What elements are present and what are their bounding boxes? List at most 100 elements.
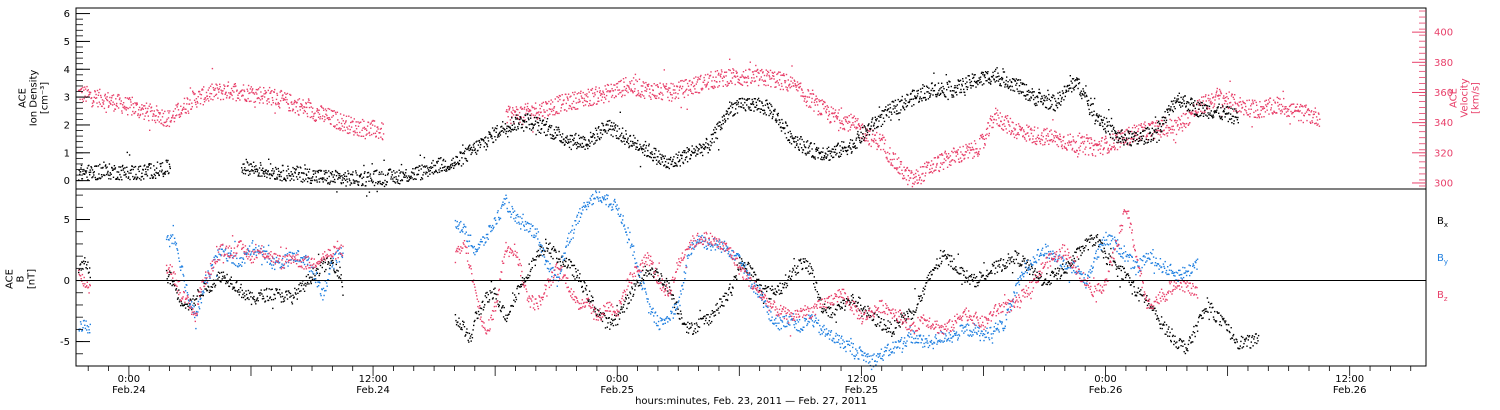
density-point xyxy=(124,174,127,176)
density-point xyxy=(747,106,750,108)
velocity-point xyxy=(1309,114,1311,116)
density-point xyxy=(155,167,158,169)
density-point xyxy=(1207,105,1209,107)
velocity-point xyxy=(1051,133,1053,135)
velocity-point xyxy=(709,74,712,77)
density-point xyxy=(452,157,454,160)
density-point xyxy=(270,174,273,176)
velocity-point xyxy=(1155,122,1157,124)
velocity-point xyxy=(1027,132,1029,134)
density-point xyxy=(1035,102,1037,105)
velocity-point xyxy=(1102,153,1104,156)
velocity-point xyxy=(898,172,900,174)
velocity-point xyxy=(931,167,933,170)
density-point xyxy=(376,190,378,193)
density-point xyxy=(1057,97,1060,100)
density-point xyxy=(610,121,613,124)
density-point xyxy=(1153,130,1156,132)
velocity-point xyxy=(214,87,216,90)
velocity-point xyxy=(1077,156,1079,158)
density-point xyxy=(404,172,407,174)
density-point xyxy=(455,163,458,165)
density-point xyxy=(101,176,103,178)
density-point xyxy=(354,182,356,184)
velocity-point xyxy=(841,122,843,125)
density-point xyxy=(393,176,395,179)
velocity-point xyxy=(325,113,327,115)
density-point xyxy=(903,109,906,111)
velocity-point xyxy=(1263,107,1266,109)
velocity-point xyxy=(969,147,971,149)
velocity-point xyxy=(130,104,133,106)
velocity-point xyxy=(549,108,551,111)
density-point xyxy=(767,103,769,106)
velocity-point xyxy=(325,110,328,112)
velocity-point xyxy=(369,123,372,125)
velocity-point xyxy=(561,94,563,96)
velocity-point xyxy=(985,137,987,140)
velocity-point xyxy=(115,98,117,100)
velocity-point xyxy=(212,87,214,89)
velocity-point xyxy=(1105,137,1107,139)
density-point xyxy=(765,114,767,116)
velocity-point xyxy=(1116,148,1119,151)
velocity-point xyxy=(840,122,842,125)
velocity-point xyxy=(615,95,617,98)
velocity-point xyxy=(645,90,648,92)
density-point xyxy=(1039,91,1041,94)
density-point xyxy=(295,169,297,171)
density-point xyxy=(1123,144,1125,146)
density-point xyxy=(1216,109,1218,111)
velocity-point xyxy=(1215,94,1217,96)
density-point xyxy=(336,171,339,173)
bx-point xyxy=(229,278,231,280)
velocity-point xyxy=(144,107,147,110)
density-point xyxy=(81,178,84,180)
density-point xyxy=(1173,100,1175,102)
density-point xyxy=(127,177,129,179)
velocity-point xyxy=(106,96,108,98)
velocity-point xyxy=(247,90,249,92)
velocity-point xyxy=(629,82,632,85)
density-point xyxy=(373,184,376,187)
velocity-point xyxy=(1053,137,1055,139)
density-point xyxy=(154,174,156,177)
velocity-point xyxy=(274,112,276,114)
velocity-point xyxy=(219,86,221,88)
velocity-point xyxy=(1201,111,1204,114)
velocity-point xyxy=(1107,149,1109,151)
density-point xyxy=(838,155,840,157)
density-point xyxy=(640,147,643,150)
density-point xyxy=(634,142,637,144)
density-point xyxy=(527,113,529,115)
velocity-point xyxy=(613,84,615,86)
density-point xyxy=(866,129,868,131)
density-point xyxy=(1133,135,1135,138)
density-point xyxy=(350,173,352,176)
velocity-point xyxy=(957,158,960,160)
velocity-point xyxy=(263,93,265,95)
density-point xyxy=(802,149,805,151)
velocity-point xyxy=(1125,129,1127,131)
velocity-point xyxy=(236,97,239,99)
density-point xyxy=(913,89,915,92)
density-point xyxy=(947,86,950,88)
velocity-point xyxy=(1242,102,1245,104)
density-point xyxy=(498,135,500,138)
velocity-point xyxy=(87,95,89,98)
velocity-point xyxy=(364,137,366,140)
bx-point xyxy=(226,273,228,276)
density-point xyxy=(116,176,119,179)
density-point xyxy=(782,127,784,129)
density-point xyxy=(113,165,116,167)
velocity-point xyxy=(1146,135,1148,137)
velocity-point xyxy=(220,98,222,101)
density-point xyxy=(479,146,481,149)
density-point xyxy=(1149,132,1152,134)
density-point xyxy=(672,158,674,161)
velocity-point xyxy=(1116,134,1118,136)
density-point xyxy=(719,125,721,127)
velocity-point xyxy=(675,96,677,98)
velocity-point xyxy=(796,84,798,87)
bx-point xyxy=(238,294,240,296)
